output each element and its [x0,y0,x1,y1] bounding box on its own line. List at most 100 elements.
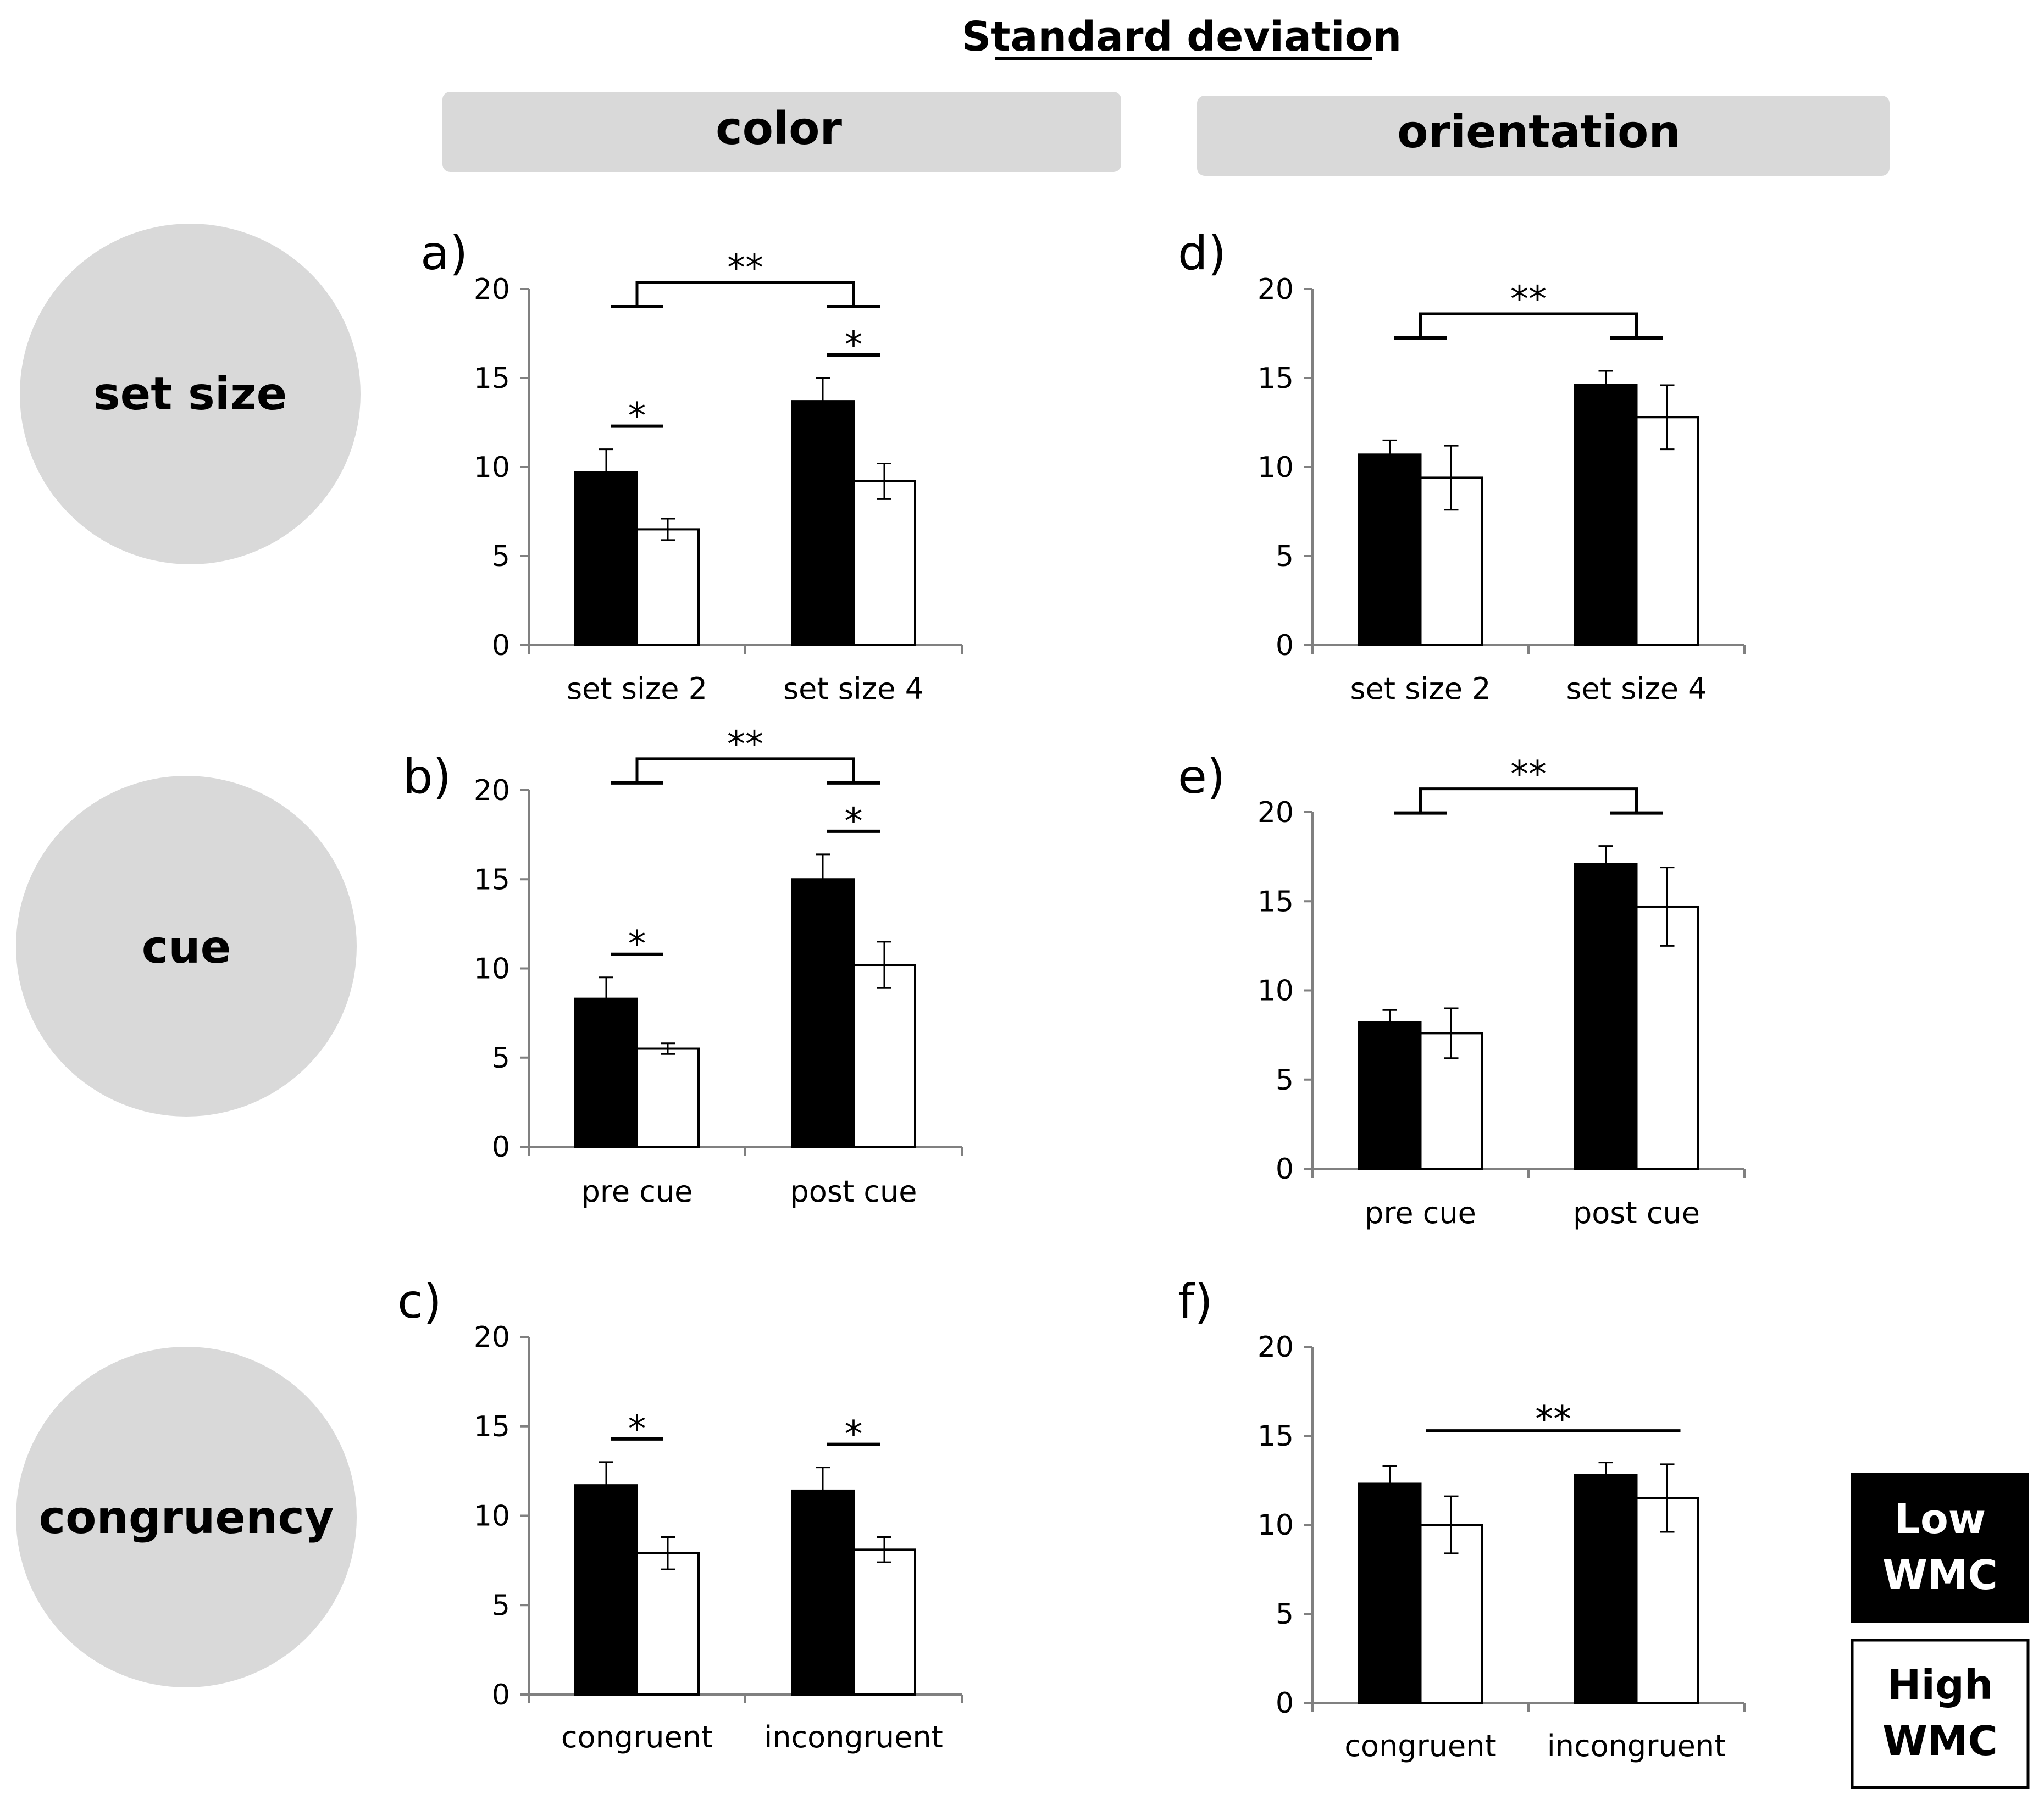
x-tick-label: set size 2 [567,671,707,706]
y-tick-label: 20 [474,273,510,306]
column-header-orientation: orientation [1197,96,1890,176]
column-header-color: color [442,92,1121,172]
x-tick-label: set size 2 [1350,671,1491,706]
y-tick-label: 5 [1276,1598,1294,1631]
x-tick-label: set size 4 [1566,671,1707,706]
y-tick-label: 5 [492,1589,510,1622]
bar-low-wmc [1574,863,1638,1170]
bar-low-wmc [574,471,638,646]
y-tick-label: 15 [1258,885,1294,918]
significance-star: ** [1510,753,1547,796]
significance-star: * [628,395,646,437]
y-tick-label: 0 [1276,629,1294,662]
y-tick-label: 5 [492,1042,510,1075]
legend-low-wmc: Low WMC [1851,1473,2029,1623]
significance-star: ** [1535,1398,1571,1441]
x-tick-label: congruent [561,1720,713,1754]
y-tick-label: 0 [492,629,510,662]
bar-low-wmc [574,997,638,1148]
y-tick-label: 15 [474,863,510,896]
bar-low-wmc [1358,1021,1422,1170]
row-label-set-size-circle [20,224,361,564]
y-tick-label: 0 [1276,1153,1294,1186]
main-effect-bracket [635,757,855,783]
row-label-congruency-text: congruency [39,1492,334,1544]
y-tick-label: 5 [1276,540,1294,573]
x-tick-label: congruent [1344,1729,1496,1763]
legend-low-line2: WMC [1882,1552,1998,1599]
panel-label: c) [397,1274,442,1329]
significance-star: * [628,923,646,965]
bar-high-wmc [636,1552,700,1696]
y-tick-label: 10 [1258,975,1294,1008]
y-tick-label: 5 [492,540,510,573]
bar-low-wmc [1358,1482,1422,1704]
x-tick-label: pre cue [1365,1196,1476,1230]
bar-low-wmc [574,1484,638,1696]
y-tick-label: 10 [1258,451,1294,484]
bar-high-wmc [1635,905,1699,1170]
bar-high-wmc [852,964,916,1148]
legend: Low WMC High WMC [1851,1473,2030,1789]
legend-high-wmc: High WMC [1851,1639,2030,1789]
row-label-congruency-circle [16,1347,357,1687]
bar-low-wmc [1574,1474,1638,1704]
panel-f: f) 0 5 10 15 20 congruent incongruent ** [1178,1274,1746,1763]
panel-e: e) 0 5 10 15 20 pre cue post cue ** [1178,749,1746,1230]
y-tick-label: 10 [474,953,510,986]
y-tick-label: 20 [1258,796,1294,829]
row-label-set-size: set size [20,224,361,564]
column-header-orientation-bg [1197,96,1890,176]
y-tick-label: 0 [1276,1687,1294,1720]
bar-low-wmc [791,1489,855,1696]
x-tick-label: set size 4 [783,671,924,706]
x-tick-label: post cue [790,1174,917,1209]
x-tick-label: pre cue [581,1174,693,1209]
legend-high-swatch [1851,1639,2030,1789]
x-tick-label: post cue [1573,1196,1700,1230]
y-tick-label: 20 [474,1321,510,1354]
y-tick-label: 10 [474,1500,510,1533]
panel-label: f) [1178,1274,1213,1329]
bar-high-wmc [852,1548,916,1696]
row-label-congruency: congruency [16,1347,357,1687]
bar-high-wmc [1635,416,1699,647]
row-label-cue: cue [16,776,357,1117]
y-tick-label: 20 [1258,273,1294,306]
row-label-cue-circle [16,776,357,1117]
bar-low-wmc [791,400,855,646]
significance-star: ** [1510,278,1547,320]
column-header-orientation-label: orientation [1397,106,1680,158]
y-tick-label: 5 [1276,1064,1294,1097]
bar-low-wmc [791,878,855,1148]
panel-label: e) [1178,749,1225,804]
column-header-color-label: color [716,103,842,155]
legend-high-line1: High [1887,1662,1993,1709]
y-tick-label: 15 [474,362,510,395]
bar-low-wmc [1574,384,1638,647]
panel-c: c) 0 5 10 15 20 congruent incongruent * * [397,1274,963,1754]
y-tick-label: 15 [1258,1420,1294,1453]
y-tick-label: 0 [492,1131,510,1164]
bar-high-wmc [636,528,700,647]
bar-low-wmc [1358,453,1422,646]
legend-low-swatch [1851,1473,2029,1623]
legend-low-line1: Low [1895,1496,1986,1543]
row-label-cue-text: cue [142,921,231,974]
significance-star: ** [727,247,763,289]
legend-high-line2: WMC [1882,1718,1998,1765]
y-tick-label: 15 [474,1410,510,1443]
panel-label: d) [1178,226,1226,281]
row-label-set-size-text: set size [93,368,287,420]
column-header-color-bg [442,92,1121,172]
x-tick-label: incongruent [1547,1729,1726,1763]
y-tick-label: 10 [474,451,510,484]
significance-star: * [845,324,863,366]
bar-high-wmc [852,480,916,646]
y-tick-label: 15 [1258,362,1294,395]
significance-star: * [845,1413,863,1456]
x-tick-label: incongruent [764,1720,943,1754]
